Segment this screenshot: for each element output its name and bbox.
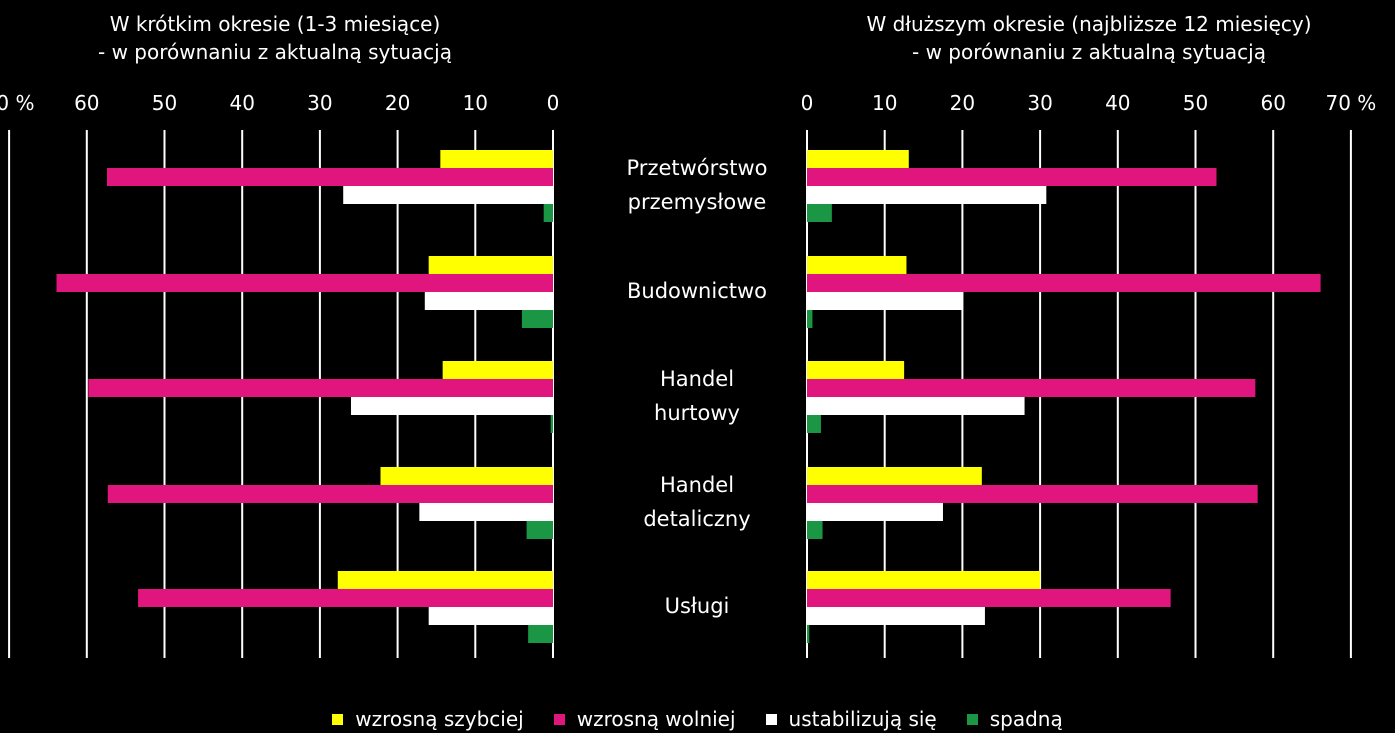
left-bar-cat3-series4 xyxy=(550,415,553,433)
left-bar-cat4-series2 xyxy=(107,485,554,503)
legend: wzrosną szybciej wzrosną wolniej ustabil… xyxy=(0,708,1395,730)
right-panel-title-line1: W dłuższym okresie (najbliższe 12 miesię… xyxy=(866,12,1312,36)
category-label-3-line2: hurtowy xyxy=(654,401,740,425)
right-bar-cat3-series1 xyxy=(807,361,905,379)
legend-item-3: ustabilizują się xyxy=(765,707,937,731)
right-bar-cat2-series2 xyxy=(807,274,1321,292)
left-panel-title-line2: - w porównaniu z aktualną sytuacją xyxy=(98,40,452,64)
right-tick-label-60: 60 xyxy=(1260,91,1285,115)
right-bar-cat2-series4 xyxy=(807,310,813,328)
category-label-1-line1: Przetwórstwo xyxy=(627,156,768,180)
left-bar-cat4-series3 xyxy=(419,503,553,521)
right-bar-cat1-series1 xyxy=(807,150,909,168)
right-bar-cat3-series2 xyxy=(807,379,1256,397)
right-bar-cat5-series2 xyxy=(807,589,1171,607)
right-bar-cat4-series3 xyxy=(807,503,943,521)
legend-label-3: ustabilizują się xyxy=(788,707,937,731)
left-panel-title-line1: W krótkim okresie (1-3 miesiące) xyxy=(109,12,441,36)
legend-swatch-3 xyxy=(765,713,777,725)
right-bar-cat5-series1 xyxy=(807,571,1041,589)
left-bar-cat2-series4 xyxy=(521,310,553,328)
left-bar-cat1-series3 xyxy=(343,186,553,204)
right-tick-label-0: 0 xyxy=(801,91,814,115)
left-tick-label-20: 20 xyxy=(385,91,410,115)
right-bar-cat4-series2 xyxy=(807,485,1258,503)
left-bar-cat2-series3 xyxy=(424,292,553,310)
legend-item-1: wzrosną szybciej xyxy=(332,707,524,731)
right-bar-cat3-series3 xyxy=(807,397,1025,415)
legend-label-2: wzrosną wolniej xyxy=(576,707,736,731)
left-tick-label-60: 60 xyxy=(74,91,99,115)
right-tick-label-40: 40 xyxy=(1105,91,1130,115)
right-tick-label-70: 70 % xyxy=(1325,91,1376,115)
left-bar-cat1-series4 xyxy=(543,204,553,222)
right-tick-label-50: 50 xyxy=(1183,91,1208,115)
left-bar-cat4-series1 xyxy=(380,467,553,485)
left-bar-cat4-series4 xyxy=(526,521,553,539)
right-panel-title-line2: - w porównaniu z aktualną sytuacją xyxy=(912,40,1266,64)
left-bar-cat2-series1 xyxy=(428,256,553,274)
legend-label-4: spadną xyxy=(989,707,1063,731)
right-bar-cat1-series4 xyxy=(807,204,832,222)
right-bar-cat2-series3 xyxy=(807,292,964,310)
left-tick-label-40: 40 xyxy=(229,91,254,115)
right-bar-cat3-series4 xyxy=(807,415,821,433)
right-bar-cat4-series4 xyxy=(807,521,823,539)
left-tick-label-50: 50 xyxy=(152,91,177,115)
legend-item-4: spadną xyxy=(966,707,1063,731)
chart-svg: 0 0 10 10 20 20 30 30 40 40 50 50 60 60 70 % 70 % Przetw… xyxy=(0,91,1376,658)
category-label-3-line1: Handel xyxy=(660,367,734,391)
legend-item-2: wzrosną wolniej xyxy=(553,707,736,731)
category-label-2: Budownictwo xyxy=(627,279,767,303)
category-label-4-line2: detaliczny xyxy=(643,507,750,531)
left-tick-label-70: 70 % xyxy=(0,91,35,115)
category-label-4-line1: Handel xyxy=(660,473,734,497)
left-tick-label-10: 10 xyxy=(463,91,488,115)
left-bar-cat3-series3 xyxy=(350,397,553,415)
right-bar-cat5-series4 xyxy=(807,625,810,643)
legend-swatch-1 xyxy=(332,713,344,725)
left-bar-cat2-series2 xyxy=(56,274,553,292)
left-bar-cat1-series1 xyxy=(440,150,553,168)
right-tick-label-20: 20 xyxy=(950,91,975,115)
right-bar-cat5-series3 xyxy=(807,607,985,625)
left-tick-label-0: 0 xyxy=(547,91,560,115)
right-tick-label-10: 10 xyxy=(872,91,897,115)
left-bar-cat3-series1 xyxy=(442,361,553,379)
left-tick-label-30: 30 xyxy=(307,91,332,115)
left-bar-cat1-series2 xyxy=(107,168,553,186)
right-panel-title: W dłuższym okresie (najbliższe 12 miesię… xyxy=(809,10,1369,66)
legend-swatch-4 xyxy=(966,713,978,725)
category-label-5: Usługi xyxy=(665,594,730,618)
left-bar-cat5-series2 xyxy=(138,589,553,607)
right-bar-cat1-series3 xyxy=(807,186,1047,204)
right-tick-label-30: 30 xyxy=(1027,91,1052,115)
left-bar-cat3-series2 xyxy=(88,379,553,397)
legend-swatch-2 xyxy=(553,713,565,725)
right-bar-cat2-series1 xyxy=(807,256,907,274)
left-panel-title: W krótkim okresie (1-3 miesiące) - w por… xyxy=(0,10,555,66)
left-bar-cat5-series4 xyxy=(528,625,553,643)
legend-label-1: wzrosną szybciej xyxy=(355,707,524,731)
right-bar-cat4-series1 xyxy=(807,467,982,485)
right-bar-cat1-series2 xyxy=(807,168,1217,186)
left-bar-cat5-series1 xyxy=(337,571,553,589)
category-label-1-line2: przemysłowe xyxy=(628,190,767,214)
left-bar-cat5-series3 xyxy=(428,607,553,625)
